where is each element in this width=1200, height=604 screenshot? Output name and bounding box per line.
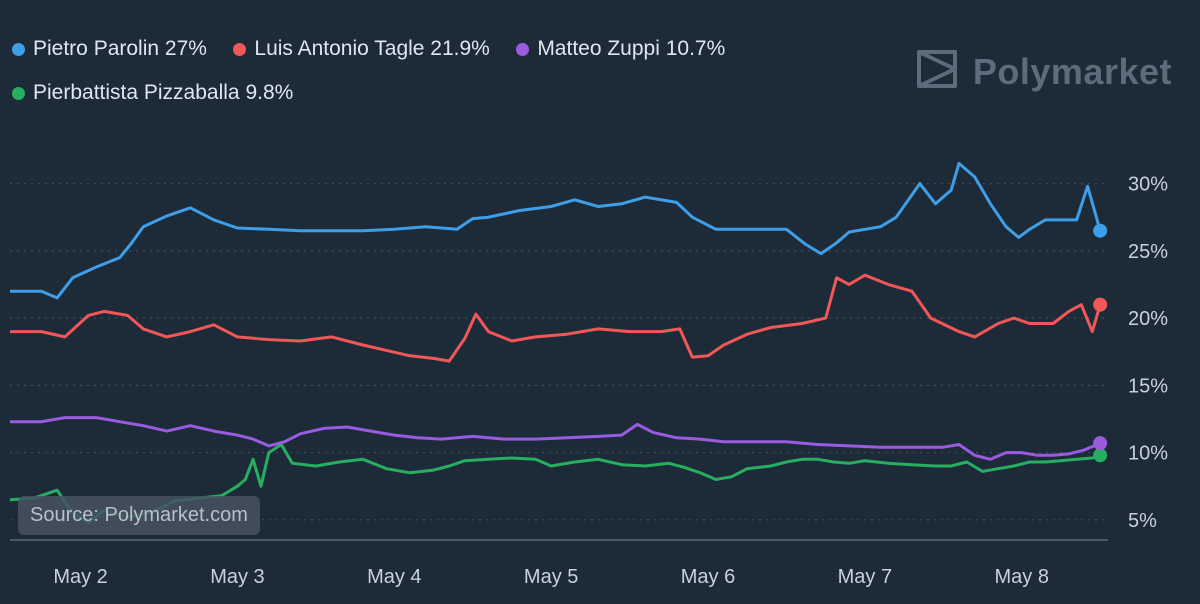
legend-dot: [12, 42, 25, 56]
y-tick-label: 5%: [1128, 510, 1157, 532]
x-tick-label: May 2: [53, 566, 107, 588]
brand-name: Polymarket: [972, 50, 1172, 92]
x-tick-label: May 7: [838, 566, 892, 588]
legend-label: Pierbattista Pizzaballa 9.8%: [33, 81, 294, 104]
legend-item-parolin[interactable]: Pietro Parolin 27%: [12, 36, 207, 62]
y-tick-label: 15%: [1128, 375, 1168, 397]
y-tick-label: 10%: [1128, 443, 1168, 465]
source-label: Source: Polymarket.com: [18, 496, 260, 535]
legend-dot: [516, 42, 530, 56]
legend: Pietro Parolin 27% Luis Antonio Tagle 21…: [12, 36, 872, 124]
series-line-matteo-zuppi: [10, 416, 1101, 461]
x-tick-label: May 3: [210, 566, 264, 588]
legend-label: Matteo Zuppi 10.7%: [537, 37, 726, 60]
x-tick-label: May 6: [681, 566, 735, 588]
series-endpoint-luis-antonio-tagle: [1093, 297, 1108, 312]
legend-label: Luis Antonio Tagle 21.9%: [254, 37, 490, 60]
legend-label: Pietro Parolin 27%: [33, 37, 207, 60]
polymarket-logo-icon: [915, 48, 959, 95]
x-tick-label: May 8: [994, 566, 1048, 588]
legend-item-zuppi[interactable]: Matteo Zuppi 10.7%: [516, 36, 725, 62]
series-endpoint-matteo-zuppi: [1093, 436, 1108, 451]
x-tick-label: May 4: [367, 566, 421, 588]
series-line-luis-antonio-tagle: [10, 273, 1102, 363]
legend-dot: [233, 42, 247, 56]
series-line-pietro-parolin: [10, 161, 1102, 300]
y-tick-label: 25%: [1128, 241, 1168, 263]
x-tick-label: May 5: [524, 566, 578, 588]
series-endpoint-pietro-parolin: [1093, 223, 1108, 238]
series-endpoint-pierbattista-pizzaballa: [1093, 448, 1108, 463]
legend-item-tagle[interactable]: Luis Antonio Tagle 21.9%: [233, 36, 490, 62]
legend-item-pizzaballa[interactable]: Pierbattista Pizzaballa 9.8%: [12, 80, 293, 106]
legend-dot: [12, 86, 25, 100]
brand: Polymarket: [915, 48, 1172, 95]
y-tick-label: 20%: [1128, 308, 1168, 330]
y-tick-label: 30%: [1128, 174, 1168, 196]
